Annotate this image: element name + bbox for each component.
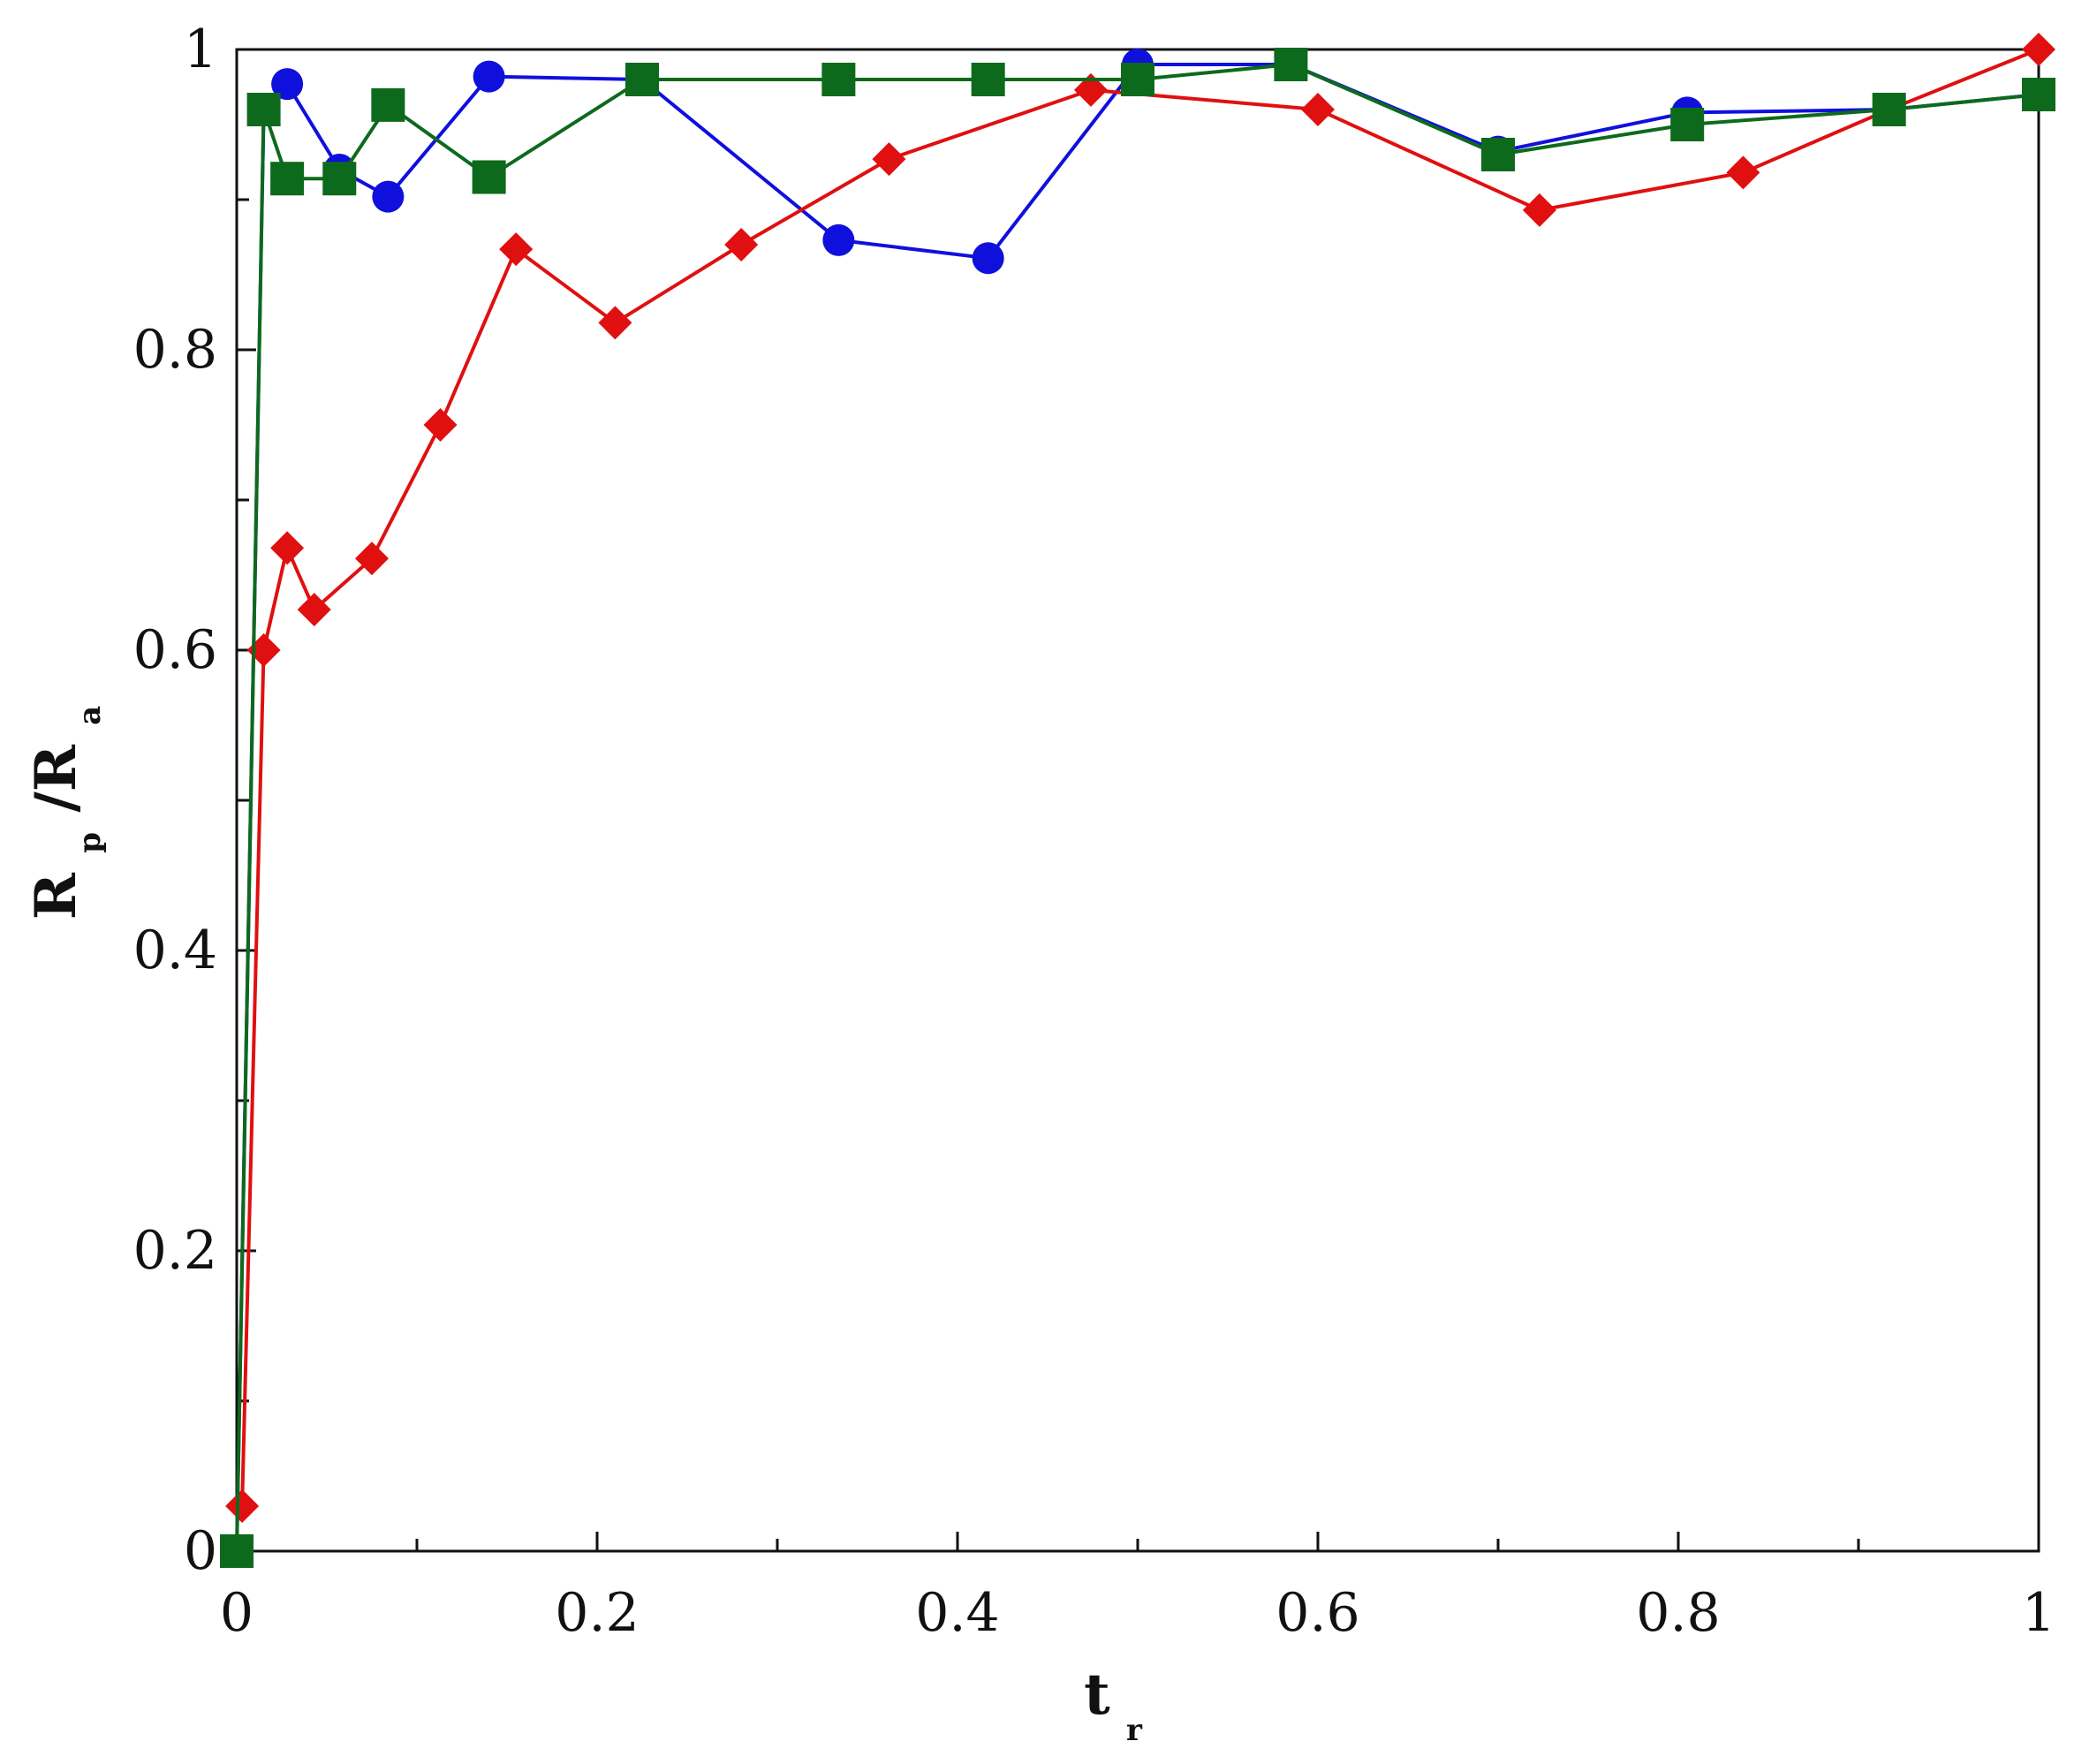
data-point-square <box>220 1534 254 1568</box>
data-point-diamond <box>225 1489 260 1523</box>
data-point-diamond <box>872 142 906 177</box>
data-point-square <box>971 63 1005 96</box>
data-point-diamond <box>423 408 458 442</box>
x-tick-label: 0 <box>220 1582 254 1644</box>
data-point-square <box>270 162 305 196</box>
data-point-diamond <box>270 531 305 565</box>
plot-area <box>235 48 2040 1553</box>
x-tick-label: 0.6 <box>1275 1582 1359 1644</box>
tick-labels: 0 0.2 0.4 0.6 0.8 1 0 0.2 0.4 0.6 0.8 1 <box>133 19 2056 1644</box>
data-point-diamond <box>355 541 389 576</box>
y-axis-title-main: R <box>23 872 89 920</box>
data-point-square <box>1274 48 1308 81</box>
data-point-square <box>1481 138 1515 171</box>
data-point-diamond <box>2022 33 2055 66</box>
data-point-circle <box>822 223 855 256</box>
data-point-square <box>821 63 856 96</box>
x-axis-title: t r <box>1084 1662 1143 1748</box>
data-point-square <box>371 87 405 122</box>
x-tick-label: 0.4 <box>915 1582 999 1644</box>
x-tick-label: 0.8 <box>1636 1582 1720 1644</box>
series-square <box>220 48 2055 1568</box>
data-point-square <box>625 63 659 96</box>
y-tick-label: 0.2 <box>133 1220 217 1282</box>
data-point-square <box>1872 93 1906 126</box>
data-point-square <box>1670 108 1705 141</box>
x-tick-label: 0.2 <box>555 1582 639 1644</box>
y-tick-label: 0.8 <box>133 319 217 381</box>
data-point-circle <box>372 180 405 213</box>
data-point-diamond <box>724 228 759 261</box>
data-point-circle <box>473 60 505 93</box>
series-diamond <box>225 33 2055 1523</box>
data-point-diamond <box>1073 72 1108 107</box>
y-tick-label: 1 <box>184 19 217 80</box>
data-point-square <box>2022 78 2055 111</box>
data-point-square <box>322 162 357 196</box>
x-tick-label: 1 <box>2022 1582 2055 1644</box>
x-axis-title-sub: r <box>1126 1713 1143 1748</box>
data-point-square <box>472 160 506 194</box>
y-tick-label: 0.4 <box>133 920 217 981</box>
y-axis-title: R p /R a <box>23 706 114 920</box>
y-tick-label: 0.6 <box>133 619 217 681</box>
data-point-circle <box>972 242 1004 275</box>
data-point-circle <box>271 68 304 101</box>
data-point-diamond <box>499 232 534 267</box>
data-point-square <box>1121 63 1154 96</box>
y-tick-label: 0 <box>184 1520 217 1582</box>
data-point-diamond <box>1301 93 1335 126</box>
x-axis-title-main: t <box>1084 1662 1110 1728</box>
y-axis-title-sub1: p <box>72 832 108 853</box>
data-point-diamond <box>598 306 632 340</box>
data-point-diamond <box>1726 155 1760 190</box>
data-point-square <box>246 93 281 126</box>
y-axis-title-sub2: a <box>72 706 108 725</box>
series-line-diamond <box>240 48 2040 1507</box>
data-point-diamond <box>1522 193 1556 227</box>
series-layer <box>220 33 2055 1568</box>
data-point-diamond <box>297 593 331 627</box>
y-axis-title-sep: /R <box>23 744 89 812</box>
